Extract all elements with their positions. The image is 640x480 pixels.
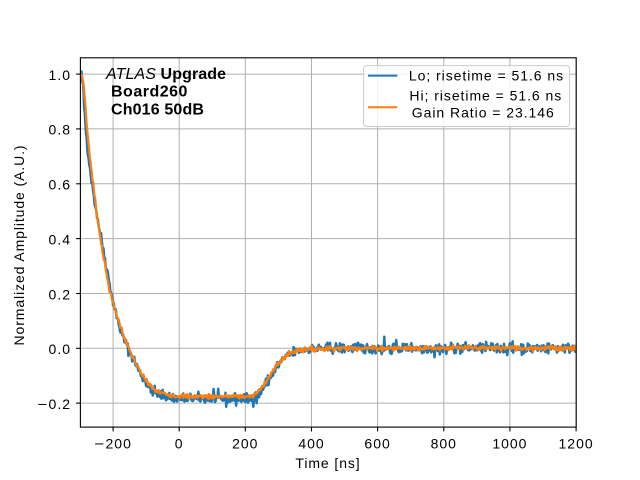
svg-text:600: 600 xyxy=(364,436,390,452)
svg-text:Board260: Board260 xyxy=(111,84,188,101)
svg-text:0.8: 0.8 xyxy=(49,122,71,138)
svg-text:−200: −200 xyxy=(94,436,132,452)
svg-text:1000: 1000 xyxy=(492,436,527,452)
svg-text:1.0: 1.0 xyxy=(49,67,71,83)
svg-text:Gain Ratio = 23.146: Gain Ratio = 23.146 xyxy=(412,105,555,121)
svg-text:Normalized Amplitude (A.U.): Normalized Amplitude (A.U.) xyxy=(11,145,27,346)
svg-text:0.6: 0.6 xyxy=(49,177,71,193)
svg-text:0.0: 0.0 xyxy=(49,341,71,357)
svg-text:0: 0 xyxy=(175,436,184,452)
svg-text:200: 200 xyxy=(232,436,258,452)
svg-text:400: 400 xyxy=(298,436,324,452)
svg-text:ATLAS Upgrade: ATLAS Upgrade xyxy=(105,66,226,83)
svg-text:Lo; risetime = 51.6 ns: Lo; risetime = 51.6 ns xyxy=(409,67,564,83)
svg-text:−0.2: −0.2 xyxy=(37,396,71,412)
svg-text:0.2: 0.2 xyxy=(49,286,71,302)
svg-text:Hi; risetime = 51.6 ns: Hi; risetime = 51.6 ns xyxy=(409,88,562,104)
svg-text:Ch016 50dB: Ch016 50dB xyxy=(111,102,204,119)
svg-text:1200: 1200 xyxy=(559,436,594,452)
svg-text:0.4: 0.4 xyxy=(49,231,71,247)
svg-text:800: 800 xyxy=(431,436,457,452)
svg-text:Time [ns]: Time [ns] xyxy=(295,455,360,471)
